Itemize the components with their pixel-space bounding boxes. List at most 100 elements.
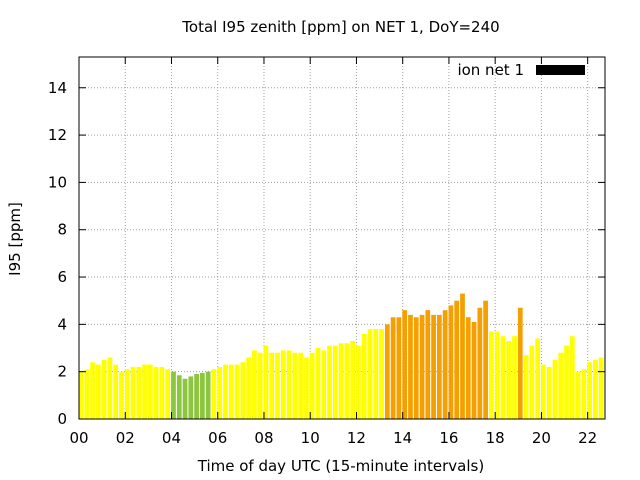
bar bbox=[396, 317, 402, 419]
bar bbox=[523, 355, 529, 419]
bar bbox=[367, 329, 373, 419]
bar bbox=[402, 310, 408, 419]
legend-swatch bbox=[536, 65, 585, 75]
bar bbox=[587, 362, 593, 419]
x-tick-label: 04 bbox=[162, 429, 181, 447]
bar bbox=[564, 345, 569, 419]
bar bbox=[84, 369, 90, 419]
x-tick-label: 14 bbox=[393, 429, 412, 447]
bar bbox=[350, 340, 356, 419]
grid bbox=[79, 57, 605, 419]
x-tick-label: 12 bbox=[347, 429, 366, 447]
bar bbox=[275, 352, 280, 419]
bar bbox=[483, 300, 488, 419]
bar bbox=[431, 314, 436, 419]
bar bbox=[558, 352, 564, 419]
bar bbox=[460, 293, 465, 419]
x-tick-label: 20 bbox=[532, 429, 551, 447]
bar bbox=[286, 350, 292, 419]
bar bbox=[246, 357, 251, 419]
bar bbox=[593, 359, 598, 419]
bar bbox=[315, 348, 321, 419]
bar bbox=[437, 314, 442, 419]
bar bbox=[159, 366, 165, 419]
bar bbox=[124, 369, 130, 419]
bar bbox=[234, 364, 240, 419]
bar bbox=[442, 310, 448, 419]
bar bbox=[575, 371, 581, 419]
bar bbox=[471, 321, 477, 419]
bar bbox=[338, 343, 344, 419]
bar bbox=[552, 359, 558, 419]
bars bbox=[78, 293, 604, 419]
bar bbox=[541, 364, 546, 419]
bar bbox=[494, 331, 500, 419]
bar bbox=[200, 372, 205, 419]
y-tick-label: 14 bbox=[48, 79, 67, 97]
bar bbox=[252, 350, 257, 419]
bar bbox=[581, 369, 587, 419]
bar bbox=[257, 352, 263, 419]
bar bbox=[171, 371, 176, 419]
bar bbox=[309, 352, 315, 419]
bar bbox=[147, 364, 153, 419]
bar bbox=[188, 376, 194, 419]
bar bbox=[182, 378, 188, 419]
bar bbox=[529, 345, 535, 419]
legend-label: ion net 1 bbox=[457, 61, 524, 79]
x-tick-label: 10 bbox=[301, 429, 320, 447]
bar bbox=[107, 357, 113, 419]
bar bbox=[500, 336, 506, 419]
x-tick-label: 22 bbox=[578, 429, 597, 447]
bar bbox=[263, 345, 269, 419]
bar bbox=[153, 366, 159, 419]
bar bbox=[119, 371, 124, 419]
bar bbox=[356, 345, 361, 419]
bar bbox=[194, 374, 199, 419]
bar bbox=[361, 333, 367, 419]
bar bbox=[448, 305, 454, 419]
bar bbox=[101, 359, 107, 419]
bar bbox=[569, 336, 575, 419]
bar bbox=[379, 329, 384, 419]
bar bbox=[95, 364, 101, 419]
bar bbox=[506, 340, 512, 419]
bar bbox=[217, 366, 223, 419]
bar bbox=[176, 375, 182, 419]
bar bbox=[327, 345, 332, 419]
bar bbox=[78, 371, 84, 419]
bar bbox=[292, 352, 298, 419]
y-tick-label: 12 bbox=[48, 126, 67, 144]
bar bbox=[223, 364, 228, 419]
y-tick-label: 2 bbox=[57, 363, 67, 381]
x-tick-label: 00 bbox=[69, 429, 88, 447]
y-tick-label: 4 bbox=[57, 315, 67, 333]
bar bbox=[321, 350, 327, 419]
bar bbox=[425, 310, 431, 419]
bar bbox=[228, 364, 234, 419]
bar bbox=[454, 300, 460, 419]
bar bbox=[489, 331, 494, 419]
bar bbox=[113, 364, 119, 419]
bar bbox=[546, 366, 552, 419]
bar bbox=[512, 336, 517, 419]
bar bbox=[408, 314, 413, 419]
bar bbox=[130, 366, 136, 419]
bar bbox=[136, 366, 142, 419]
x-tick-label: 18 bbox=[486, 429, 505, 447]
bar bbox=[205, 371, 211, 419]
bar bbox=[332, 345, 338, 419]
bar bbox=[465, 317, 471, 419]
y-tick-label: 8 bbox=[57, 221, 67, 239]
x-tick-label: 16 bbox=[439, 429, 458, 447]
bar bbox=[90, 362, 95, 419]
bar bbox=[384, 324, 390, 419]
bar bbox=[517, 307, 523, 419]
bar bbox=[390, 317, 396, 419]
y-tick-label: 10 bbox=[48, 173, 67, 191]
x-tick-label: 08 bbox=[254, 429, 273, 447]
bar bbox=[535, 338, 541, 419]
bar bbox=[373, 329, 379, 419]
